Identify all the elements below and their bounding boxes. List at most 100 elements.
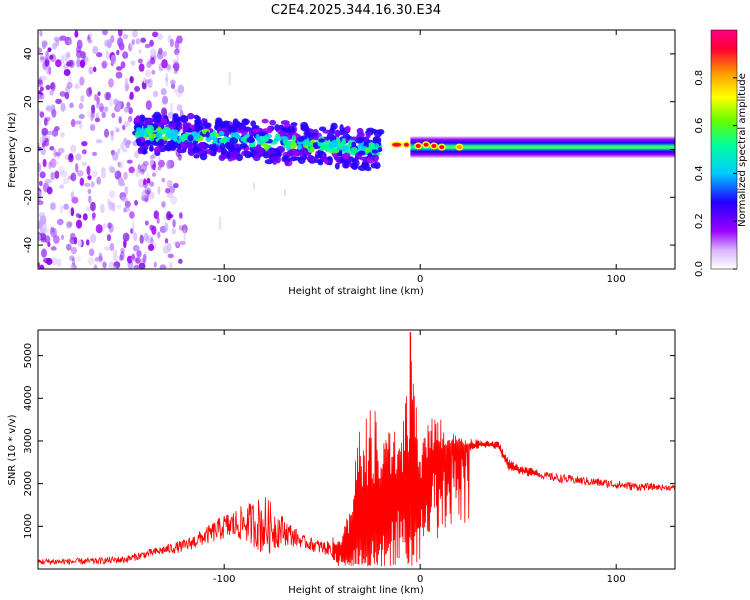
spectrogram-noise-blob	[91, 212, 96, 219]
spectrogram-band-blob	[334, 129, 341, 137]
spectrogram-noise-blob	[39, 111, 45, 118]
spectrogram-x-tick-label: 100	[607, 274, 626, 285]
spectrogram-noise-blob	[120, 196, 128, 202]
spectrogram-panel: -100 0 100 -40 -20 0 20 40 Height of straight l…	[7, 29, 676, 297]
spectrogram-noise-blob	[100, 203, 105, 214]
snr-marks	[38, 332, 675, 567]
spectrogram-band-blob	[301, 147, 307, 154]
spectrogram-noise-blob	[101, 111, 106, 119]
spectrogram-band-blob	[370, 162, 379, 169]
spectrogram-band-blob	[279, 135, 289, 141]
spectrogram-noise-blob	[166, 179, 173, 188]
spectrogram-noise-blob	[45, 64, 50, 75]
spectrogram-band-blob	[373, 136, 382, 144]
spectrogram-band-blob	[187, 112, 195, 120]
spectrogram-noise-blob	[152, 31, 159, 38]
spectrogram-noise-blob	[75, 120, 81, 125]
spectrogram-noise-blob	[96, 52, 103, 58]
spectrogram-noise-blob	[113, 171, 118, 177]
spectrogram-noise-blob	[166, 192, 174, 199]
spectrogram-noise-blob	[146, 177, 151, 184]
chart-title: C2E4.2025.344.16.30.E34	[271, 3, 441, 18]
spectrogram-noise-blob	[76, 170, 84, 177]
snr-y-tick-label: 4000	[23, 386, 34, 411]
spectrogram-noise-blob	[103, 128, 110, 138]
spectrogram-band-blob	[331, 147, 338, 153]
spectrogram-noise-blob	[55, 59, 62, 68]
spectrogram-noise-blob	[126, 101, 131, 109]
spectrogram-noise-blob	[66, 81, 73, 89]
spectrogram-noise-blob	[50, 158, 57, 168]
spectrogram-band-blob	[282, 143, 291, 149]
spectrogram-noise-blob	[96, 176, 102, 185]
spectrogram-band-blob	[365, 131, 371, 139]
spectrogram-peak-core	[423, 142, 429, 147]
spectrogram-band-blob	[318, 138, 325, 143]
spectrogram-noise-blob	[140, 37, 146, 43]
spectrogram-noise-blob	[53, 36, 60, 42]
spectrogram-noise-blob	[38, 146, 42, 151]
spectrogram-noise-blob	[54, 126, 60, 132]
spectrogram-noise-blob	[78, 102, 84, 110]
spectrogram-band-blob	[357, 150, 366, 156]
colorbar-tick-label: 0.0	[694, 261, 705, 277]
snr-frame	[37, 329, 676, 570]
spectrogram-noise-blob	[45, 84, 51, 90]
spectrogram-noise-blob	[150, 159, 155, 165]
spectrogram-band-blob	[282, 126, 290, 134]
spectrogram-noise-blob	[56, 218, 64, 226]
spectrogram-band-blob	[205, 131, 210, 138]
spectrogram-noise-blob	[122, 232, 130, 242]
spectrogram-band-blob	[148, 133, 158, 139]
spectrogram-noise-blob	[70, 262, 77, 269]
spectrogram-noise-blob	[105, 50, 110, 60]
spectrogram-band-blob	[226, 152, 231, 160]
spectrogram-band-blob	[342, 152, 351, 160]
spectrogram-noise-blob	[52, 42, 57, 50]
spectrogram-noise-blob	[57, 147, 65, 154]
spectrogram-noise-blob	[179, 212, 183, 219]
spectrogram-noise-blob	[65, 221, 72, 229]
spectrogram-noise-blob	[142, 160, 149, 167]
spectrogram-noise-blob	[106, 234, 112, 242]
spectrogram-noise-blob	[78, 113, 85, 120]
spectrogram-band-blob	[339, 157, 344, 164]
spectrogram-band-blob	[296, 144, 303, 151]
spectrogram-band-blob	[371, 149, 379, 154]
spectrogram-noise-blob	[84, 182, 91, 187]
spectrogram-band-blob	[240, 127, 245, 133]
spectrogram-noise-blob	[115, 66, 123, 71]
spectrogram-band-blob	[275, 149, 282, 158]
spectrogram-noise-blob	[46, 130, 53, 136]
spectrogram-stable-band-core	[440, 145, 675, 149]
spectrogram-noise-blob	[76, 39, 83, 50]
spectrogram-band-blob	[147, 124, 154, 133]
spectrogram-x-tick-label: -100	[213, 274, 236, 285]
spectrogram-band-blob	[227, 144, 236, 152]
spectrogram-noise-blob	[39, 215, 47, 225]
spectrogram-noise-blob	[138, 262, 146, 269]
spectrogram-noise-blob	[64, 52, 69, 63]
spectrogram-noise-blob	[108, 190, 116, 199]
spectrogram-band-blob	[234, 122, 243, 128]
snr-x-axis-title: Height of straight line (km)	[288, 585, 424, 596]
spectrogram-noise-blob	[87, 175, 92, 180]
spectrogram-peak-core	[439, 145, 445, 150]
spectrogram-noise-blob	[123, 171, 128, 180]
spectrogram-band-blob	[326, 133, 332, 140]
spectrogram-noise-blob	[122, 33, 129, 40]
spectrogram-noise-blob	[167, 34, 172, 43]
spectrogram-band-blob	[218, 154, 226, 161]
spectrogram-band-blob	[195, 125, 204, 130]
spectrogram-band-blob	[155, 132, 163, 138]
colorbar-gradient	[711, 30, 737, 269]
spectrogram-noise-blob	[132, 30, 138, 38]
spectrogram-band-blob	[326, 156, 333, 162]
spectrogram-noise-blob	[91, 170, 98, 177]
spectrogram-noise-blob	[44, 138, 50, 147]
spectrogram-noise-blob	[39, 171, 46, 179]
spectrogram-noise-blob	[114, 170, 122, 180]
spectrogram-noise-blob	[68, 154, 74, 163]
spectrogram-noise-blob	[173, 240, 181, 247]
spectrogram-band-blob	[133, 116, 141, 123]
